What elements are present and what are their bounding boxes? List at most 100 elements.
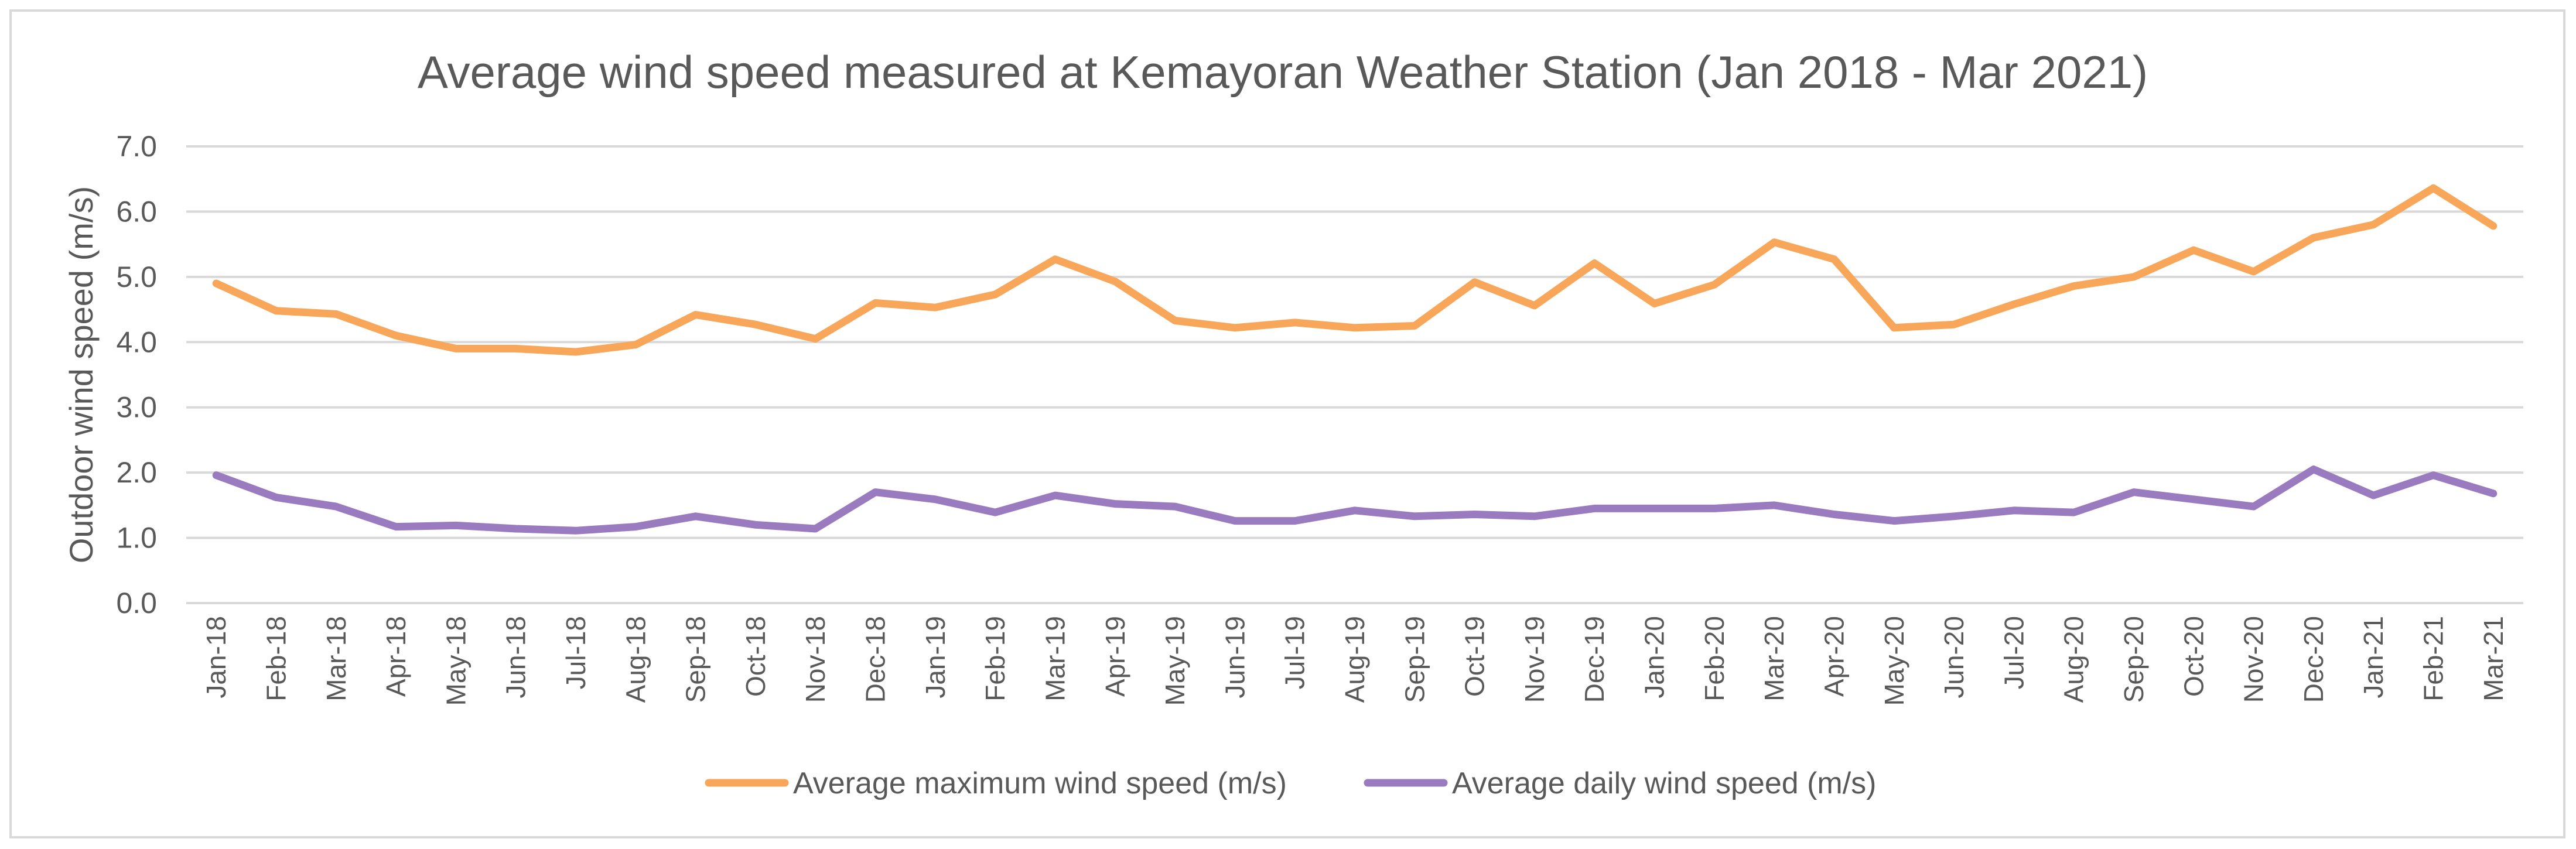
data-point	[1531, 302, 1538, 309]
x-tick-label: Jan-20	[1639, 616, 1670, 699]
x-tick-label: Jul-19	[1280, 616, 1310, 689]
x-tick-label: Sep-19	[1399, 616, 1430, 703]
x-tick-label: Oct-20	[2178, 616, 2209, 697]
data-point	[2010, 301, 2017, 308]
x-tick-label: Sep-20	[2119, 616, 2149, 703]
data-point	[272, 494, 279, 501]
data-point	[1711, 281, 1718, 288]
data-point	[2490, 490, 2497, 497]
data-point	[1351, 324, 1358, 331]
x-tick-label: May-20	[1879, 616, 1909, 706]
data-point	[992, 291, 999, 298]
x-tick-label: Apr-20	[1819, 616, 1849, 697]
legend-label: Average maximum wind speed (m/s)	[793, 766, 1287, 800]
data-point	[1112, 501, 1119, 508]
y-tick-label: 3.0	[116, 391, 157, 424]
data-point	[2310, 466, 2317, 473]
x-tick-label: Nov-20	[2239, 616, 2269, 703]
data-point	[1411, 322, 1418, 329]
data-point	[1950, 321, 1957, 328]
data-point	[2490, 222, 2497, 230]
x-tick-label: Dec-20	[2298, 616, 2329, 703]
data-point	[992, 509, 999, 516]
data-point	[2430, 184, 2437, 191]
data-point	[1292, 319, 1299, 326]
data-point	[2310, 234, 2317, 241]
data-point	[2010, 507, 2017, 514]
x-tick-label: Feb-18	[261, 616, 291, 701]
data-point	[1830, 511, 1837, 518]
data-point	[1231, 518, 1238, 525]
data-point	[213, 280, 220, 287]
y-tick-label: 7.0	[116, 130, 157, 163]
data-point	[1651, 505, 1658, 512]
x-tick-label: Sep-18	[681, 616, 711, 703]
x-tick-label: Aug-20	[2059, 616, 2089, 703]
data-point	[1891, 518, 1898, 525]
data-point	[872, 489, 879, 496]
data-point	[513, 345, 520, 352]
data-point	[272, 307, 279, 314]
data-point	[1950, 513, 1957, 520]
data-point	[1351, 507, 1358, 514]
legend: Average maximum wind speed (m/s) Average …	[705, 766, 1877, 800]
x-tick-label: Mar-20	[1759, 616, 1789, 701]
data-point	[333, 503, 340, 510]
chart-frame	[9, 9, 2565, 838]
y-tick-label: 5.0	[116, 261, 157, 293]
data-point	[1771, 239, 1778, 246]
data-point	[2370, 492, 2377, 499]
x-tick-label: Aug-18	[620, 616, 651, 703]
x-tick-label: Aug-19	[1340, 616, 1370, 703]
x-tick-label: Oct-19	[1460, 616, 1490, 697]
data-point	[1051, 256, 1058, 263]
data-point	[213, 472, 220, 479]
data-point	[2130, 273, 2137, 280]
y-axis-title: Outdoor wind speed (m/s)	[63, 186, 100, 563]
legend-label: Average daily wind speed (m/s)	[1452, 766, 1877, 800]
x-tick-label: Apr-18	[381, 616, 411, 697]
data-point	[632, 523, 639, 530]
x-tick-label: Apr-19	[1100, 616, 1130, 697]
x-tick-label: Mar-19	[1040, 616, 1070, 701]
data-point	[1471, 279, 1478, 286]
data-point	[1651, 300, 1658, 307]
y-tick-label: 2.0	[116, 456, 157, 489]
data-point	[392, 332, 399, 339]
x-tick-label: May-18	[440, 616, 471, 706]
data-point	[692, 513, 699, 520]
data-point	[1112, 278, 1119, 285]
series-lines	[212, 184, 2498, 535]
data-point	[1292, 518, 1299, 525]
data-point	[872, 299, 879, 306]
data-point	[1051, 492, 1058, 499]
y-tick-label: 1.0	[116, 522, 157, 554]
data-point	[2071, 282, 2078, 289]
data-point	[932, 496, 939, 503]
series-line-2	[212, 465, 2498, 535]
x-tick-label: Jun-20	[1939, 616, 1969, 699]
data-point	[1711, 505, 1718, 512]
gridlines	[186, 145, 2523, 604]
data-point	[392, 523, 399, 530]
x-tick-label: Feb-20	[1699, 616, 1730, 701]
data-point	[452, 522, 459, 529]
data-point	[572, 527, 579, 534]
x-tick-label: Jul-18	[561, 616, 591, 689]
data-point	[632, 341, 639, 348]
data-point	[2250, 268, 2257, 275]
data-point	[1830, 256, 1837, 263]
chart-title: Average wind speed measured at Kemayoran…	[418, 46, 2148, 98]
data-point	[513, 525, 520, 532]
x-tick-label: Feb-21	[2418, 616, 2449, 701]
x-tick-label: Mar-18	[321, 616, 351, 701]
data-point	[2190, 496, 2197, 503]
data-point	[692, 311, 699, 318]
data-point	[572, 348, 579, 355]
x-tick-label: Jun-18	[501, 616, 531, 699]
data-point	[752, 321, 759, 328]
data-point	[1531, 513, 1538, 520]
data-point	[2250, 503, 2257, 510]
